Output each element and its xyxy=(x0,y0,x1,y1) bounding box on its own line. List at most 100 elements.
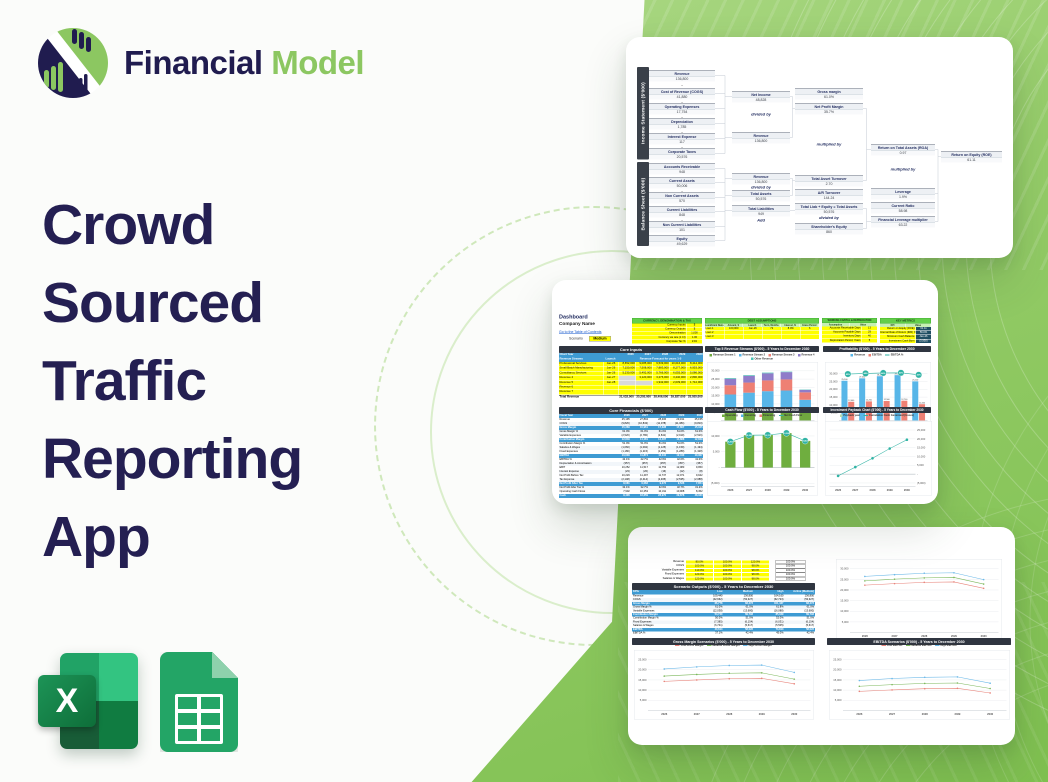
svg-text:27,050: 27,050 xyxy=(859,377,865,379)
svg-text:2030: 2030 xyxy=(904,488,910,492)
legend-swatch xyxy=(709,353,713,357)
table-cell xyxy=(762,335,781,340)
legend-swatch xyxy=(935,645,940,646)
legend-swatch xyxy=(868,353,872,357)
table-cell xyxy=(618,376,636,381)
table-cell: Medium xyxy=(723,590,754,595)
table-cell: Loan 1 xyxy=(705,327,724,332)
table-cell xyxy=(724,331,743,336)
table-cell: 61.0% xyxy=(676,430,685,433)
table-cell: Revenue xyxy=(633,594,644,598)
svg-text:10,253: 10,253 xyxy=(746,435,753,437)
legend-swatch xyxy=(721,414,725,417)
table-cell: 61.11 xyxy=(915,327,931,332)
table-cell: (1,215) xyxy=(639,450,648,453)
table-cell: Variable Expenses xyxy=(633,609,655,613)
cash-flow-chart: 10,000 5,000 - (5,000) 2026 2027 2028 2029 2030 8… xyxy=(707,421,818,496)
table-cell: (1,060) xyxy=(621,446,630,449)
table-cell: Revenue xyxy=(559,418,570,421)
table-cell: Gross Margin xyxy=(559,426,612,430)
table-row: COGS (42,662) (53,327) (62,723) (53,327) xyxy=(632,598,815,602)
table-row: Contribution Margin 54,740 69,793 85,349 69,… xyxy=(632,612,815,617)
table-cell xyxy=(652,390,670,395)
table-cell xyxy=(669,385,687,391)
svg-text:12,000: 12,000 xyxy=(848,400,854,402)
table-cell: (11,078) xyxy=(656,422,667,425)
svg-text:15,000: 15,000 xyxy=(711,394,720,398)
svg-text:12,500: 12,500 xyxy=(884,399,890,401)
table-cell: (5,617) xyxy=(805,624,814,628)
table-cell: 15,345 xyxy=(684,426,704,430)
legend-swatch xyxy=(778,415,784,416)
gross-margin-scenarios-chart: 25,000 20,000 15,000 10,000 5,000 2026 2027 202… xyxy=(634,650,814,720)
flow-box: Depreciation 1,785 xyxy=(649,118,715,130)
table-cell: 32.1% xyxy=(622,486,630,489)
table-cell: 61.0% xyxy=(784,605,815,610)
table-cell: 61.0% xyxy=(723,605,754,610)
svg-text:2030: 2030 xyxy=(791,712,797,716)
income-statement-section-label: Income Statement ($'000) xyxy=(637,67,649,160)
svg-text:2026: 2026 xyxy=(727,488,733,492)
flow-box: Revenue 136,800 xyxy=(649,70,715,82)
table-cell: 45.0% xyxy=(776,631,784,635)
table-cell: Revenue 6 xyxy=(559,385,603,391)
table-cell: 164,160 xyxy=(774,594,784,598)
table-cell xyxy=(635,385,653,391)
table-cell: 7,902 xyxy=(623,490,630,493)
flow-box: Cost of Revenue (COGS) 41,880 xyxy=(649,88,715,100)
table-cell: Revenue 5 xyxy=(559,380,603,386)
table-cell: Salaries & Wages xyxy=(662,576,684,580)
table-cell: 17,328 xyxy=(648,426,667,430)
table-cell: (11,384) xyxy=(674,422,685,425)
table-cell: 136,800 xyxy=(804,594,814,598)
table-cell: 11,737 xyxy=(658,474,667,477)
table-cell: 2,890,000 xyxy=(686,376,703,381)
legend-item: Medium Gross Margin xyxy=(706,644,740,647)
legend-item: Medium EBITDA xyxy=(905,644,932,647)
table-cell: 16,961 xyxy=(630,426,649,430)
flow-box: Total Assets 50,576 xyxy=(732,190,790,202)
svg-text:30,000: 30,000 xyxy=(840,567,849,571)
table-cell: 40 xyxy=(861,334,877,339)
table-cell: 21,032,000 xyxy=(619,395,634,399)
svg-text:2029: 2029 xyxy=(759,712,765,716)
payback-chart-title: Investment Payback Chart ($'000) - 5 Yea… xyxy=(823,407,931,413)
table-row: Gross Margin % 61.0% 61.0% 61.8% 61.0% xyxy=(632,605,815,610)
legend-item: High EBITDA xyxy=(935,644,957,647)
scenario-selector[interactable]: Medium xyxy=(589,336,611,342)
table-row: EBITDA % 42.1% 42.7% 42.6% 42.6% 41.0% xyxy=(559,458,703,462)
table-cell: COGS xyxy=(676,564,684,568)
table-row: Chart Year 2026 2027 2028 2029 2030 xyxy=(559,353,704,358)
table-cell xyxy=(686,390,703,395)
table-cell: Tax Expense xyxy=(559,478,575,481)
flow-box: Corporate Taxes 20,576 xyxy=(649,148,715,160)
table-cell: (8) xyxy=(699,470,703,473)
table-of-contents-link[interactable]: Go to the Table of Contents xyxy=(559,330,602,335)
table-cell: Net Profit After Tax xyxy=(559,482,612,486)
legend-item: Low Gross Margin xyxy=(675,644,704,647)
table-row: Small Batch Manufacturing Jun-26 7,150,000… xyxy=(559,366,703,372)
table-cell: Total Revenue xyxy=(559,395,580,399)
legend-item: Revenue xyxy=(850,354,865,357)
table-row: Operating Cash Flows 7,902 10,253 10,311 10,… xyxy=(559,490,703,494)
table-cell: 98.0% xyxy=(741,572,770,577)
table-row: Revenue 6 xyxy=(559,385,703,391)
table-cell: 42.4% xyxy=(745,631,753,635)
table-cell: Jan-26 xyxy=(743,327,762,332)
svg-text:2026: 2026 xyxy=(856,712,862,716)
table-cell: Currency via rate (1 CI) xyxy=(632,335,687,340)
svg-text:2030: 2030 xyxy=(802,488,808,492)
table-cell: 9,942 xyxy=(696,474,703,477)
table-cell: Cash xyxy=(559,494,612,498)
table-cell: (2,520) xyxy=(621,434,630,437)
svg-text:-: - xyxy=(719,466,720,469)
table-row: Minimum Cash Balance Jan-26 xyxy=(880,335,931,340)
table-cell: 8,081 xyxy=(612,482,631,486)
table-cell: (16,088) xyxy=(773,609,784,613)
table-row: COGS (9,826) (10,843) (11,078) (11,384) (9,81… xyxy=(559,422,703,426)
table-cell: 8,414,000 xyxy=(686,362,703,367)
svg-text:25,100: 25,100 xyxy=(912,380,918,382)
table-cell xyxy=(781,331,800,336)
svg-text:(5,000): (5,000) xyxy=(711,481,720,485)
legend-swatch xyxy=(743,645,748,646)
